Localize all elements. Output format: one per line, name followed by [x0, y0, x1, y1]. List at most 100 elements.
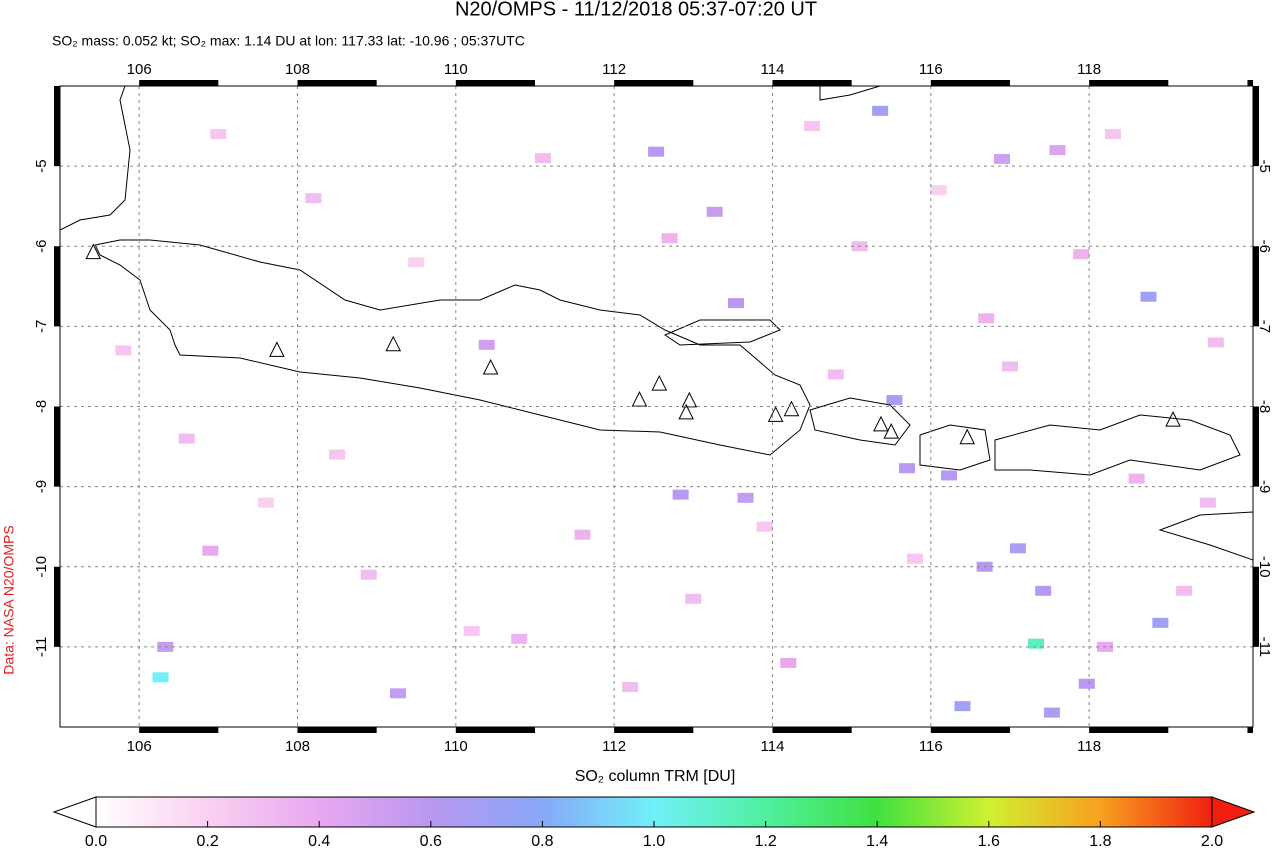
so2-pixel — [780, 657, 797, 668]
so2-pixel — [305, 193, 322, 204]
so2-pixel — [648, 146, 665, 157]
frame-bar — [930, 80, 1010, 86]
frame-bar — [455, 80, 535, 86]
volcano — [678, 403, 694, 420]
colorbar-tick-label: 0.6 — [420, 833, 442, 850]
grid — [60, 86, 1253, 727]
sumatra — [60, 86, 131, 231]
frame-bar — [772, 80, 852, 86]
so2-pixel — [906, 553, 923, 564]
x-tick-label: 116 — [919, 738, 943, 755]
so2-pixel — [152, 672, 169, 683]
so2-pixel — [1128, 473, 1145, 484]
so2-pixel — [1001, 361, 1018, 372]
x-tick-label: 108 — [285, 738, 310, 755]
java — [94, 239, 811, 456]
so2-pixel — [756, 521, 773, 532]
x-tick-label: 106 — [127, 738, 152, 755]
volcano — [959, 428, 976, 445]
x-tick-label: 112 — [602, 61, 626, 78]
so2-pixel — [1049, 145, 1066, 156]
frame-bar — [54, 246, 60, 327]
so2-pixel — [886, 395, 903, 406]
colorbar-tick-label: 1.6 — [978, 833, 1000, 850]
credit: Data: NASA N20/OMPS — [1, 525, 17, 674]
volcano — [681, 391, 698, 408]
frame-bar — [54, 86, 60, 167]
volcano-layer — [85, 243, 1181, 445]
frame-bar — [455, 727, 535, 733]
frame-bar — [297, 727, 377, 733]
so2-pixel — [1152, 617, 1169, 628]
frame-bar — [297, 80, 377, 86]
y-tick-label: -7 — [1256, 320, 1272, 333]
frame-bar — [772, 727, 852, 733]
so2-pixel — [1176, 585, 1193, 596]
y-tick-label: -5 — [33, 159, 50, 172]
so2-pixel — [930, 185, 947, 196]
frame-bar — [139, 80, 219, 86]
x-tick-label: 110 — [444, 738, 468, 755]
madura — [663, 319, 781, 346]
y-tick-label: -9 — [33, 480, 50, 493]
so2-pixel — [257, 497, 274, 508]
title: N20/OMPS - 11/12/2018 05:37-07:20 UT — [455, 0, 817, 20]
frame-bar — [1253, 566, 1259, 647]
colorbar-tick-label: 0.0 — [85, 833, 107, 850]
frame-bar — [614, 80, 694, 86]
kalimantan — [819, 86, 881, 101]
so2-pixel — [329, 449, 346, 460]
so2-pixel — [210, 129, 227, 140]
volcano — [85, 243, 102, 260]
so2-pixel — [872, 105, 889, 116]
frame-bar — [1253, 86, 1259, 167]
y-tick-label: -7 — [33, 320, 50, 333]
so2-pixel — [1199, 497, 1216, 508]
y-tick-label: -6 — [1256, 240, 1272, 253]
so2-pixel — [899, 463, 916, 474]
y-tick-label: -5 — [1256, 159, 1272, 172]
x-tick-label: 116 — [919, 61, 943, 78]
frame-bar — [1253, 406, 1259, 487]
so2-pixel — [478, 339, 495, 350]
colorbar-tick-label: 2.0 — [1201, 833, 1223, 850]
so2-pixel — [661, 233, 678, 244]
so2-pixel — [202, 545, 219, 556]
sumba — [1158, 511, 1253, 561]
so2-pixel — [978, 313, 995, 324]
colorbar-over — [1211, 796, 1256, 828]
y-tick-label: -9 — [1256, 480, 1272, 493]
volcano — [269, 341, 285, 357]
so2-pixel — [954, 701, 971, 712]
frame-bar — [1089, 80, 1169, 86]
volcano — [873, 415, 889, 432]
so2-pixel — [728, 298, 745, 309]
so2-pixel — [737, 492, 754, 503]
so2-pixel — [804, 121, 821, 132]
colorbar-tick-label: 1.0 — [643, 833, 665, 850]
so2-pixel — [1078, 678, 1095, 689]
y-tick-label: -11 — [33, 637, 50, 658]
lombok — [919, 424, 991, 471]
subtitle: SO₂ mass: 0.052 kt; SO₂ max: 1.14 DU at … — [52, 33, 525, 49]
x-tick-label: 108 — [285, 61, 310, 78]
so2-pixel — [511, 633, 528, 644]
frame-bar — [1247, 727, 1253, 733]
colorbar-tick-label: 1.2 — [754, 833, 776, 850]
y-tick-label: -10 — [33, 556, 50, 578]
y-tick-label: -8 — [33, 400, 50, 413]
so2-pixel — [1207, 337, 1224, 348]
so2-pixel — [827, 369, 844, 380]
volcano — [631, 390, 648, 407]
volcano — [482, 358, 499, 375]
colorbar-tick-label: 0.2 — [196, 833, 218, 850]
so2-pixel — [621, 681, 638, 692]
frame-bars — [54, 80, 1259, 733]
frame-bar — [1247, 80, 1253, 86]
x-tick-label: 112 — [602, 738, 626, 755]
volcano — [1165, 411, 1181, 427]
frame-bar — [139, 727, 219, 733]
colorbar-tick-label: 1.4 — [866, 833, 888, 850]
so2-pixel — [1104, 129, 1121, 140]
